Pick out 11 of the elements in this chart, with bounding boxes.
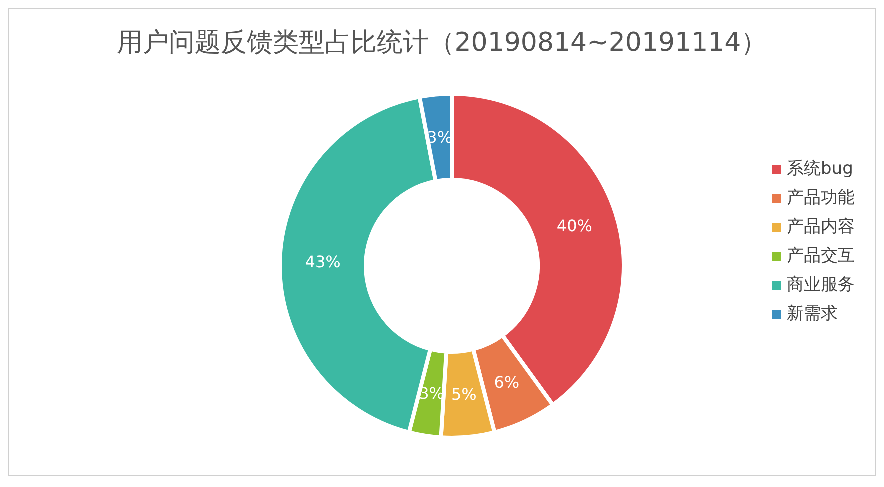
- legend-label: 产品功能: [787, 187, 855, 210]
- data-label: 43%: [305, 252, 341, 272]
- data-label: 5%: [451, 384, 477, 404]
- legend-label: 系统bug: [787, 158, 854, 181]
- data-label: 6%: [494, 373, 520, 392]
- legend-label: 产品内容: [787, 216, 855, 239]
- legend-label: 新需求: [787, 303, 838, 326]
- chart-title: 用户问题反馈类型占比统计（20190814~20191114）: [116, 27, 768, 60]
- legend-label: 商业服务: [787, 274, 855, 297]
- legend-label: 产品交互: [787, 245, 855, 268]
- data-label: 40%: [556, 216, 592, 236]
